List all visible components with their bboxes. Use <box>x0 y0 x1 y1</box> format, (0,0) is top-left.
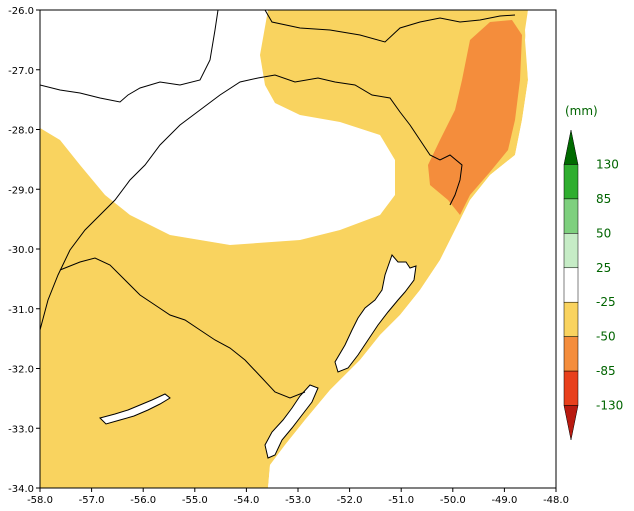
political-borders <box>40 10 516 399</box>
y-tick-label: -28.0 <box>8 126 34 137</box>
x-tick-label: -52.0 <box>337 495 363 506</box>
y-tick-label: -32.0 <box>8 365 34 376</box>
legend-color-swatch <box>563 336 579 372</box>
legend-color-swatch <box>563 164 579 200</box>
legend-unit-label: (mm) <box>565 104 598 118</box>
x-tick-label: -49.0 <box>491 495 517 506</box>
x-tick-label: -57.0 <box>79 495 105 506</box>
y-tick-label: -33.0 <box>8 424 34 435</box>
anomaly-region-minus50-to-minus85 <box>428 20 522 215</box>
x-tick-label: -55.0 <box>182 495 208 506</box>
legend-value-label: -130 <box>596 399 623 413</box>
legend-color-swatch <box>563 370 579 406</box>
y-tick-label: -34.0 <box>8 484 34 495</box>
x-tick-label: -50.0 <box>440 495 466 506</box>
x-tick-label: -48.0 <box>543 495 569 506</box>
y-tick-label: -29.0 <box>8 185 34 196</box>
lagoa-mirim <box>264 384 319 459</box>
legend-color-swatch <box>563 301 579 337</box>
legend-value-label: -85 <box>596 364 616 378</box>
legend-color-swatch <box>563 198 579 234</box>
anomaly-region-minus25-to-minus50 <box>40 10 528 488</box>
y-tick-label: -31.0 <box>8 305 34 316</box>
legend-value-label: -50 <box>596 330 616 344</box>
legend-color-swatch <box>563 129 579 165</box>
y-tick-label: -26.0 <box>8 6 34 17</box>
x-axis: -58.0 -57.0 -56.0 -55.0 -54.0 -53.0 -52.0 -51.0… <box>27 488 569 506</box>
legend-color-swatch <box>563 233 579 269</box>
legend-color-swatch <box>563 405 579 441</box>
x-tick-label: -54.0 <box>233 495 259 506</box>
x-tick-label: -58.0 <box>27 495 53 506</box>
legend-value-label: 130 <box>596 157 619 171</box>
legend: (mm) 130 85 50 25 -25 -50 -85 -130 <box>563 104 623 441</box>
x-tick-label: -53.0 <box>285 495 311 506</box>
legend-color-swatch <box>563 267 579 303</box>
map-area <box>39 9 557 489</box>
legend-value-label: 50 <box>596 226 611 240</box>
ocean-area <box>268 10 556 488</box>
legend-value-label: 85 <box>596 192 611 206</box>
legend-value-label: 25 <box>596 261 611 275</box>
legend-value-label: -25 <box>596 295 616 309</box>
lagoa-dos-patos <box>334 254 417 373</box>
y-axis: -26.0 -27.0 -28.0 -29.0 -30.0 -31.0 -32.0 -33.0… <box>8 6 40 495</box>
reservoir-lake <box>99 393 171 425</box>
x-tick-label: -56.0 <box>130 495 156 506</box>
y-tick-label: -30.0 <box>8 245 34 256</box>
x-tick-label: -51.0 <box>388 495 414 506</box>
y-tick-label: -27.0 <box>8 66 34 77</box>
